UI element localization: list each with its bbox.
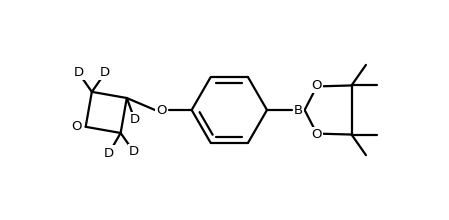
Text: D: D [74, 66, 84, 79]
Text: O: O [157, 103, 167, 117]
Text: D: D [129, 145, 139, 158]
Text: O: O [312, 128, 322, 141]
Text: O: O [312, 79, 322, 92]
Text: B: B [294, 103, 303, 117]
Text: O: O [72, 120, 82, 133]
Text: D: D [130, 113, 140, 126]
Text: D: D [100, 66, 110, 79]
Text: D: D [104, 147, 114, 160]
